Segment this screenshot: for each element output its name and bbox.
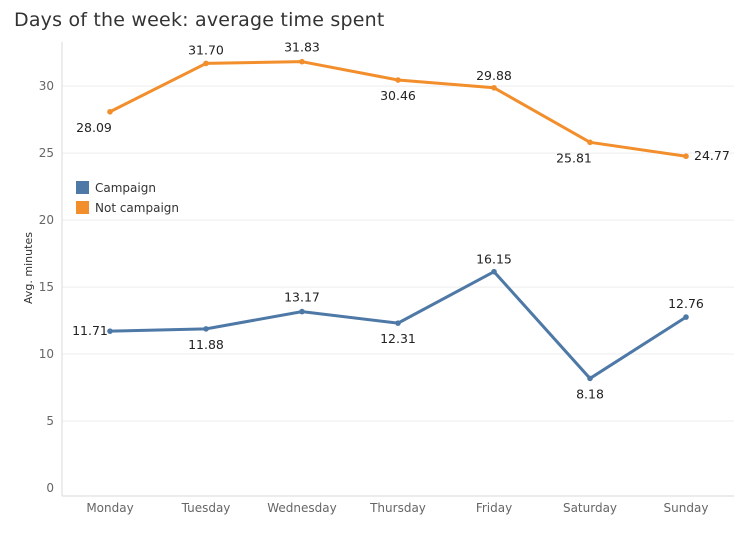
x-tick-label: Saturday <box>563 501 617 515</box>
y-tick-label: 5 <box>46 414 54 428</box>
data-label: 12.76 <box>668 296 704 311</box>
data-label: 31.70 <box>188 42 224 57</box>
data-label: 29.88 <box>476 68 512 83</box>
data-label: 28.09 <box>76 120 112 135</box>
data-point <box>587 139 593 146</box>
series <box>107 58 689 382</box>
data-point <box>107 328 113 334</box>
data-label: 31.83 <box>284 40 320 55</box>
data-label: 24.77 <box>694 148 730 163</box>
data-label: 30.46 <box>380 88 416 103</box>
data-point <box>491 84 497 91</box>
axes: Avg. minutes 0 5 10 15 20 25 30 Monday Tuesday We… <box>22 42 734 515</box>
data-labels: 11.71 11.88 13.17 12.31 16.15 8.18 12.76 28.09 3… <box>72 40 730 402</box>
data-point <box>683 153 689 160</box>
y-tick-label: 25 <box>39 146 54 160</box>
data-point <box>395 320 401 326</box>
data-point <box>299 58 305 65</box>
x-tick-label: Tuesday <box>181 501 231 515</box>
x-tick-label: Wednesday <box>267 501 336 515</box>
x-tick-label: Monday <box>86 501 133 515</box>
gridlines <box>62 85 734 422</box>
y-tick-label: 30 <box>39 79 54 93</box>
data-label: 13.17 <box>284 290 320 305</box>
legend-label: Not campaign <box>95 201 179 215</box>
data-point <box>491 268 497 275</box>
y-tick-label: 0 <box>46 481 54 495</box>
legend-label: Campaign <box>95 181 156 195</box>
legend-swatch <box>76 181 89 194</box>
data-point <box>203 326 209 332</box>
data-point <box>587 375 593 382</box>
legend: Campaign Not campaign <box>76 181 179 215</box>
data-label: 8.18 <box>576 386 604 401</box>
data-point <box>395 77 401 83</box>
data-label: 16.15 <box>476 252 512 267</box>
data-label: 25.81 <box>556 150 592 165</box>
y-tick-label: 15 <box>39 280 54 294</box>
data-label: 11.88 <box>188 337 224 352</box>
data-point <box>299 308 305 315</box>
x-tick-label: Friday <box>476 501 512 515</box>
x-tick-label: Sunday <box>664 501 709 515</box>
data-point <box>683 314 689 320</box>
y-tick-label: 20 <box>39 213 54 227</box>
data-point <box>107 108 113 115</box>
series-line-1 <box>108 60 688 158</box>
data-label: 12.31 <box>380 331 416 346</box>
data-label: 11.71 <box>72 323 108 338</box>
y-tick-label: 10 <box>39 347 54 361</box>
x-tick-label: Thursday <box>369 501 426 515</box>
data-point <box>203 60 209 67</box>
y-axis-label: Avg. minutes <box>22 232 35 304</box>
chart-title: Days of the week: average time spent <box>14 9 385 31</box>
legend-swatch <box>76 201 89 214</box>
